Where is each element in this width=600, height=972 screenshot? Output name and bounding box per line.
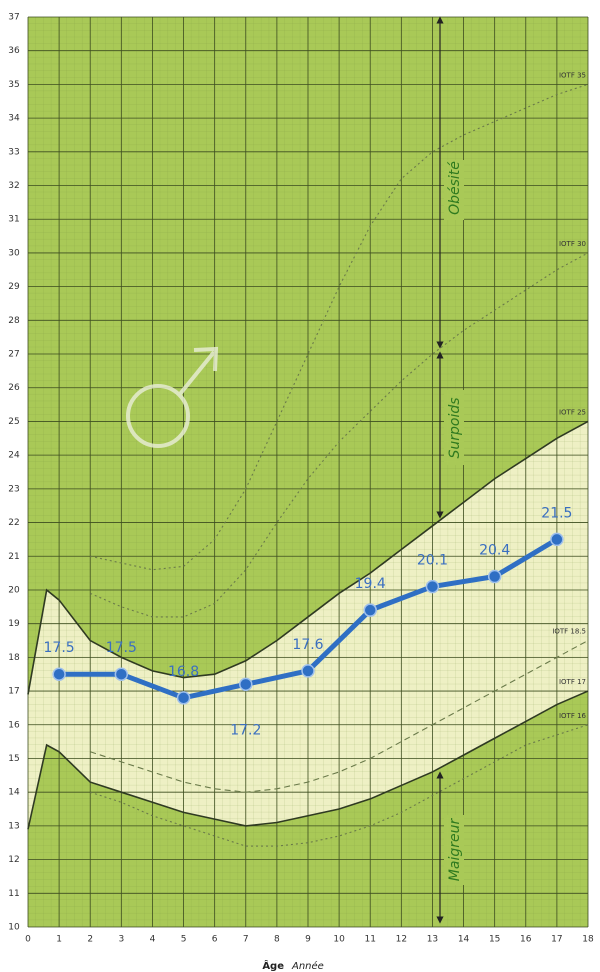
y-tick-label: 34	[8, 114, 20, 124]
data-point	[114, 667, 129, 681]
y-tick-label: 15	[8, 754, 19, 764]
y-tick-label: 29	[8, 282, 20, 292]
x-tick-label: 14	[458, 935, 470, 945]
y-tick-label: 19	[8, 619, 20, 629]
value-label: 21.5	[541, 505, 572, 521]
y-tick-label: 23	[8, 484, 19, 494]
x-axis-unit: Année	[291, 960, 324, 972]
x-tick-label: 9	[305, 935, 311, 945]
zone-label: Obésité	[447, 161, 463, 215]
y-tick-label: 25	[8, 417, 19, 427]
data-point	[301, 664, 315, 678]
x-tick-label: 3	[118, 935, 124, 945]
data-point	[52, 667, 66, 681]
y-tick-label: 21	[8, 552, 19, 562]
y-tick-label: 33	[8, 147, 19, 157]
x-tick-label: 6	[212, 935, 218, 945]
y-tick-label: 26	[8, 383, 20, 393]
y-tick-label: 28	[8, 316, 20, 326]
x-tick-label: 16	[520, 935, 532, 945]
data-point	[363, 603, 377, 617]
data-point	[239, 677, 253, 692]
reference-curve	[27, 690, 589, 830]
zone-label: Surpoids	[447, 397, 463, 458]
x-tick-label: 17	[551, 935, 562, 945]
curve-label: IOTF 35	[559, 71, 586, 79]
y-tick-label: 13	[8, 821, 19, 831]
y-tick-label: 37	[8, 13, 19, 23]
value-label: 16.8	[168, 664, 199, 680]
y-tick-label: 12	[8, 855, 19, 865]
zone-label-bg	[444, 160, 464, 220]
zone-label: Maigreur	[447, 818, 463, 882]
data-point	[176, 691, 191, 705]
x-tick-label: 0	[25, 935, 31, 945]
male-symbol	[126, 346, 219, 448]
curve-label: IOTF 30	[559, 240, 586, 248]
value-label: 17.2	[230, 722, 261, 738]
curve-label: IOTF 25	[559, 408, 586, 416]
y-tick-label: 27	[8, 350, 19, 360]
y-tick-label: 16	[8, 720, 20, 730]
x-tick-label: 11	[364, 935, 375, 945]
y-tick-label: 17	[8, 687, 19, 697]
x-tick-label: 1	[56, 935, 62, 945]
reference-curve	[90, 640, 589, 793]
x-tick-label: 13	[427, 935, 438, 945]
data-point	[550, 532, 564, 547]
x-axis-label: Âge	[262, 959, 284, 972]
value-label: 19.4	[355, 576, 386, 592]
y-tick-label: 10	[8, 923, 20, 933]
x-tick-label: 12	[396, 935, 407, 945]
y-tick-label: 32	[8, 181, 19, 191]
x-tick-label: 5	[181, 935, 187, 945]
y-tick-label: 35	[8, 80, 19, 90]
y-tick-label: 24	[8, 451, 20, 461]
y-tick-label: 36	[8, 46, 20, 56]
value-label: 17.6	[292, 637, 323, 653]
reference-curve	[90, 252, 589, 618]
data-point	[425, 579, 440, 594]
curve-label: IOTF 17	[559, 678, 586, 686]
zone-label-bg	[444, 390, 464, 465]
curve-label: IOTF 16	[559, 712, 587, 720]
y-tick-label: 31	[8, 215, 19, 225]
x-tick-label: 4	[150, 935, 156, 945]
data-point	[487, 569, 502, 584]
x-tick-label: 10	[333, 935, 345, 945]
y-tick-label: 20	[8, 585, 20, 595]
x-tick-label: 2	[87, 935, 93, 945]
value-label: 20.1	[417, 553, 448, 569]
x-tick-label: 8	[274, 935, 280, 945]
reference-curve	[27, 420, 589, 695]
x-tick-label: 7	[243, 935, 249, 945]
value-label: 20.4	[479, 542, 510, 558]
curve-label: IOTF 18.5	[552, 628, 586, 636]
y-tick-label: 18	[8, 653, 20, 663]
y-tick-label: 11	[8, 889, 19, 899]
value-label: 17.5	[106, 640, 137, 656]
x-tick-label: 15	[489, 935, 500, 945]
y-tick-label: 22	[8, 518, 19, 528]
zone-label-bg	[444, 815, 464, 885]
value-label: 17.5	[44, 640, 75, 656]
x-tick-label: 18	[582, 935, 594, 945]
y-tick-label: 30	[8, 248, 20, 258]
y-tick-label: 14	[8, 788, 20, 798]
